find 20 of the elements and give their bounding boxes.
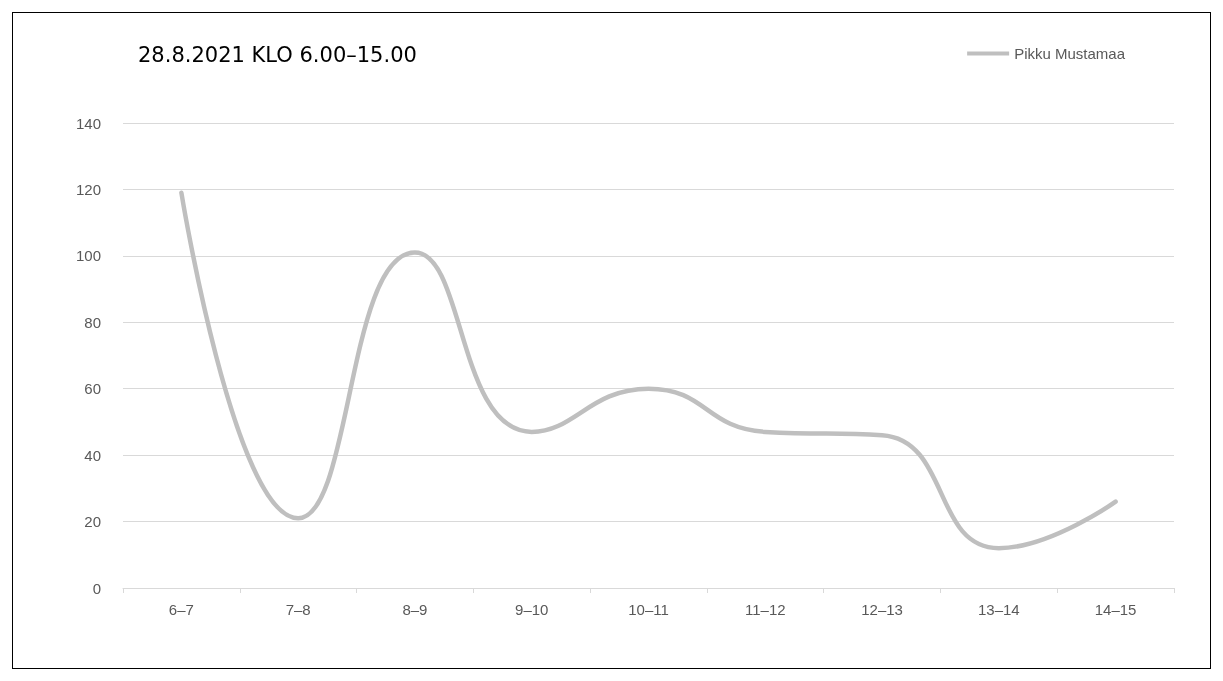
x-tick-label: 10–11	[628, 601, 669, 618]
x-tick-label: 6–7	[168, 601, 194, 618]
y-tick-label: 100	[75, 247, 101, 265]
x-tick-label: 9–10	[515, 601, 549, 618]
y-tick-label: 140	[75, 114, 101, 132]
x-tick-label: 13–14	[977, 601, 1020, 618]
x-tick-label: 12–13	[861, 601, 903, 618]
line-series	[179, 190, 1118, 551]
y-tick-label: 80	[84, 313, 101, 331]
x-tick-label: 7–8	[285, 601, 311, 618]
x-tick-label: 14–15	[1094, 601, 1137, 618]
legend-label: Pikku Mustamaa	[1014, 45, 1126, 62]
x-tick-label: 11–12	[744, 601, 786, 618]
y-tick-label: 20	[84, 513, 101, 531]
y-tick-label: 40	[84, 446, 101, 464]
chart-title: 28.8.2021 KLO 6.00–15.00	[138, 42, 417, 67]
y-tick-label: 120	[75, 180, 101, 198]
y-tick-label: 60	[84, 380, 101, 398]
x-tick-label: 8–9	[402, 601, 428, 618]
y-tick-label: 0	[92, 579, 101, 597]
